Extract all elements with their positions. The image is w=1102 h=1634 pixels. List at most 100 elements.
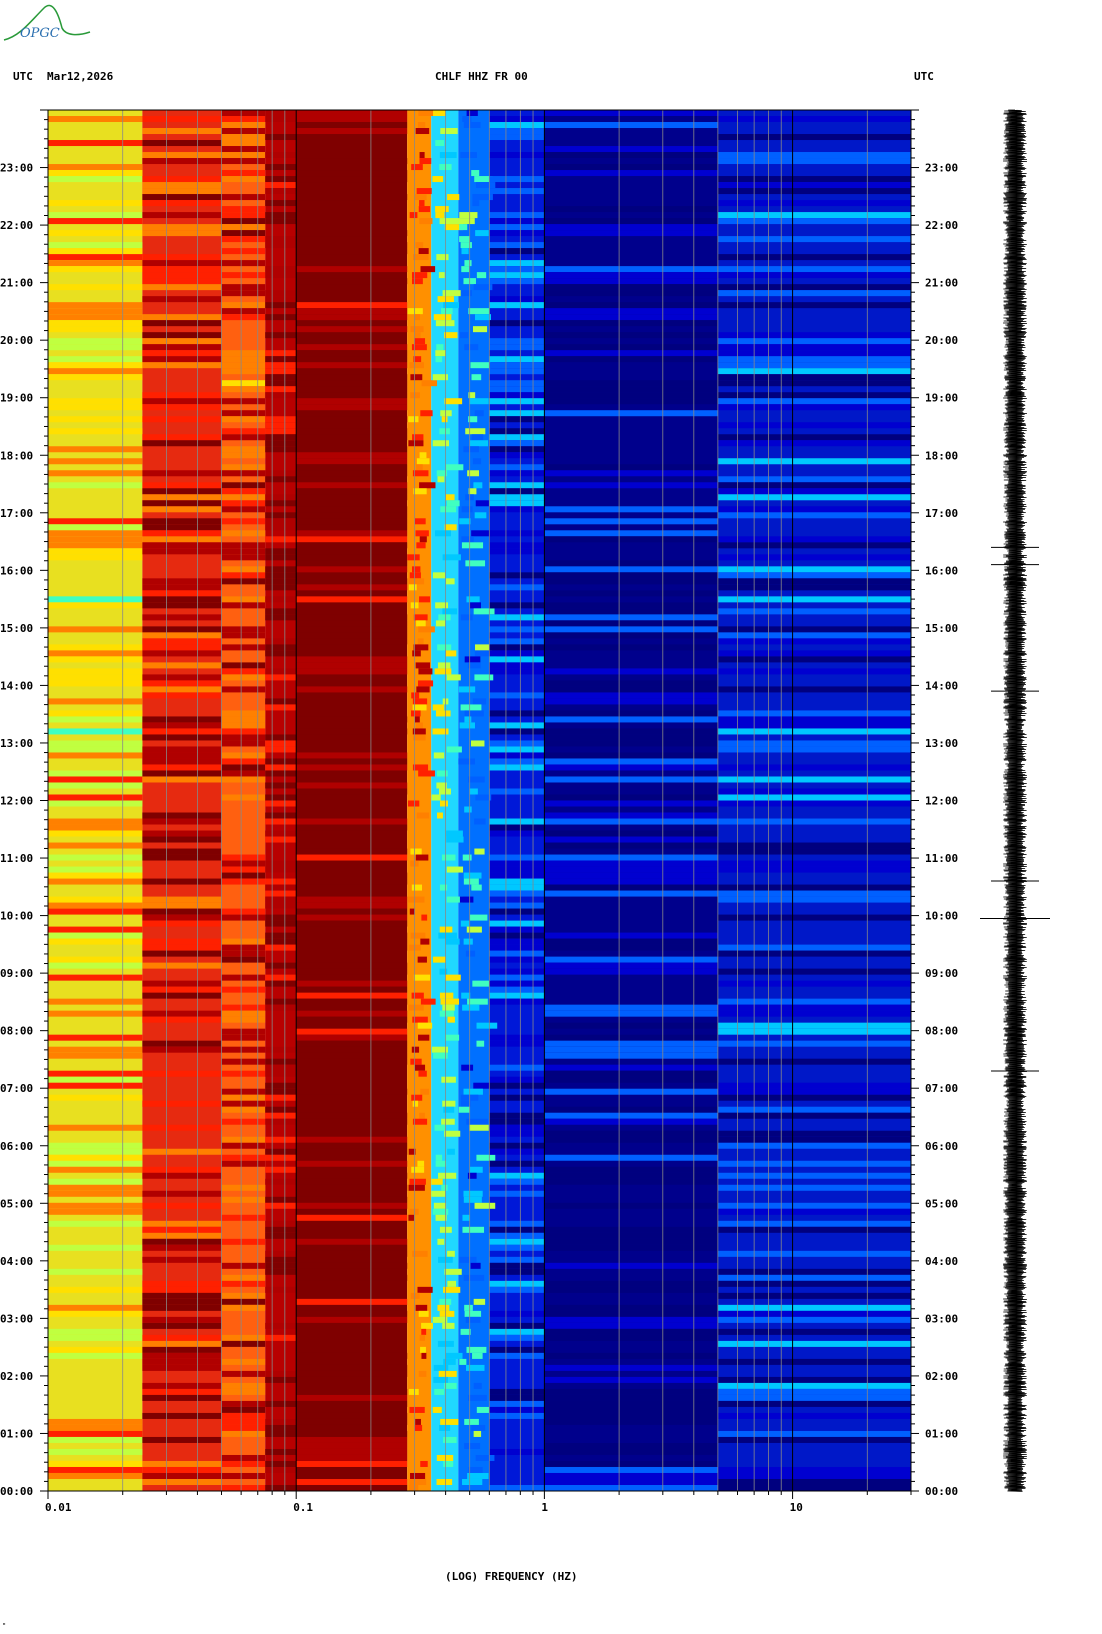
streak	[470, 740, 485, 747]
y-tick-label-left: 02:00	[0, 1370, 33, 1383]
streak	[440, 998, 460, 1005]
streak	[419, 452, 427, 459]
streak	[544, 872, 718, 879]
streak	[408, 1214, 415, 1221]
streak	[439, 926, 453, 933]
streak	[48, 542, 143, 549]
streak	[265, 1196, 297, 1203]
streak	[296, 308, 408, 315]
streak	[48, 338, 143, 345]
streak	[544, 1202, 718, 1209]
streak	[221, 350, 266, 357]
streak	[717, 1478, 911, 1485]
streak	[411, 884, 423, 891]
streak	[475, 500, 492, 507]
streak	[445, 650, 457, 657]
streak	[411, 278, 423, 285]
streak	[464, 260, 472, 267]
streak	[489, 464, 545, 471]
streak	[48, 1244, 143, 1251]
streak	[489, 1130, 545, 1137]
streak	[296, 584, 408, 591]
streak	[265, 860, 297, 867]
streak	[412, 1250, 428, 1257]
streak	[221, 308, 266, 315]
streak	[544, 1034, 718, 1041]
streak	[445, 494, 455, 501]
streak	[142, 1472, 222, 1479]
streak	[434, 1388, 445, 1395]
streak	[409, 1208, 419, 1215]
streak	[296, 1196, 408, 1203]
streak	[221, 212, 266, 219]
streak	[489, 392, 545, 399]
streak	[717, 788, 911, 795]
streak	[48, 1046, 143, 1053]
streak	[48, 242, 143, 249]
y-tick-label-left: 01:00	[0, 1427, 33, 1440]
streak	[489, 1094, 545, 1101]
frequency-axis: 0.01 0.1 1 10	[45, 1491, 912, 1514]
streak	[459, 332, 469, 339]
streak	[461, 506, 473, 513]
streak	[142, 770, 222, 777]
streak	[475, 314, 492, 321]
streak	[296, 518, 408, 525]
streak	[468, 416, 478, 423]
streak	[417, 1022, 433, 1029]
streak	[717, 1226, 911, 1233]
streak	[544, 956, 718, 963]
streak	[447, 1280, 457, 1287]
streak	[296, 620, 408, 627]
streak	[296, 1418, 408, 1425]
streak	[489, 1148, 545, 1155]
streak	[462, 1478, 483, 1485]
streak	[717, 1388, 911, 1395]
streak	[544, 1328, 718, 1335]
streak	[265, 938, 297, 945]
streak	[221, 152, 266, 159]
streak	[544, 1166, 718, 1173]
streak	[296, 1016, 408, 1023]
streak	[435, 206, 449, 213]
streak	[717, 392, 911, 399]
streak	[142, 392, 222, 399]
streak	[265, 1112, 297, 1119]
streak	[142, 626, 222, 633]
streak	[473, 284, 493, 291]
streak	[489, 1256, 545, 1263]
streak	[221, 1004, 266, 1011]
streak	[296, 1112, 408, 1119]
streak	[296, 1028, 408, 1035]
streak	[296, 446, 408, 453]
streak	[142, 1382, 222, 1389]
streak	[265, 1286, 297, 1293]
streak	[221, 626, 266, 633]
streak	[437, 662, 451, 669]
streak	[544, 680, 718, 687]
streak	[221, 1154, 266, 1161]
streak	[48, 716, 143, 723]
streak	[432, 440, 450, 447]
streak	[265, 608, 297, 615]
streak	[441, 416, 448, 423]
streak	[544, 218, 718, 225]
streak	[432, 956, 446, 963]
streak	[544, 518, 718, 525]
streak	[489, 830, 545, 837]
streak	[296, 578, 408, 585]
streak	[717, 236, 911, 243]
streak	[473, 608, 495, 615]
y-tick-label-right: 07:00	[925, 1082, 958, 1095]
streak	[717, 404, 911, 411]
streak	[221, 854, 266, 861]
streak	[142, 506, 222, 513]
streak	[412, 1016, 428, 1023]
streak	[265, 476, 297, 483]
streak	[421, 1352, 427, 1359]
streak	[221, 1412, 266, 1419]
streak	[544, 482, 718, 489]
streak	[265, 164, 297, 171]
streak	[717, 272, 911, 279]
streak	[717, 1220, 911, 1227]
